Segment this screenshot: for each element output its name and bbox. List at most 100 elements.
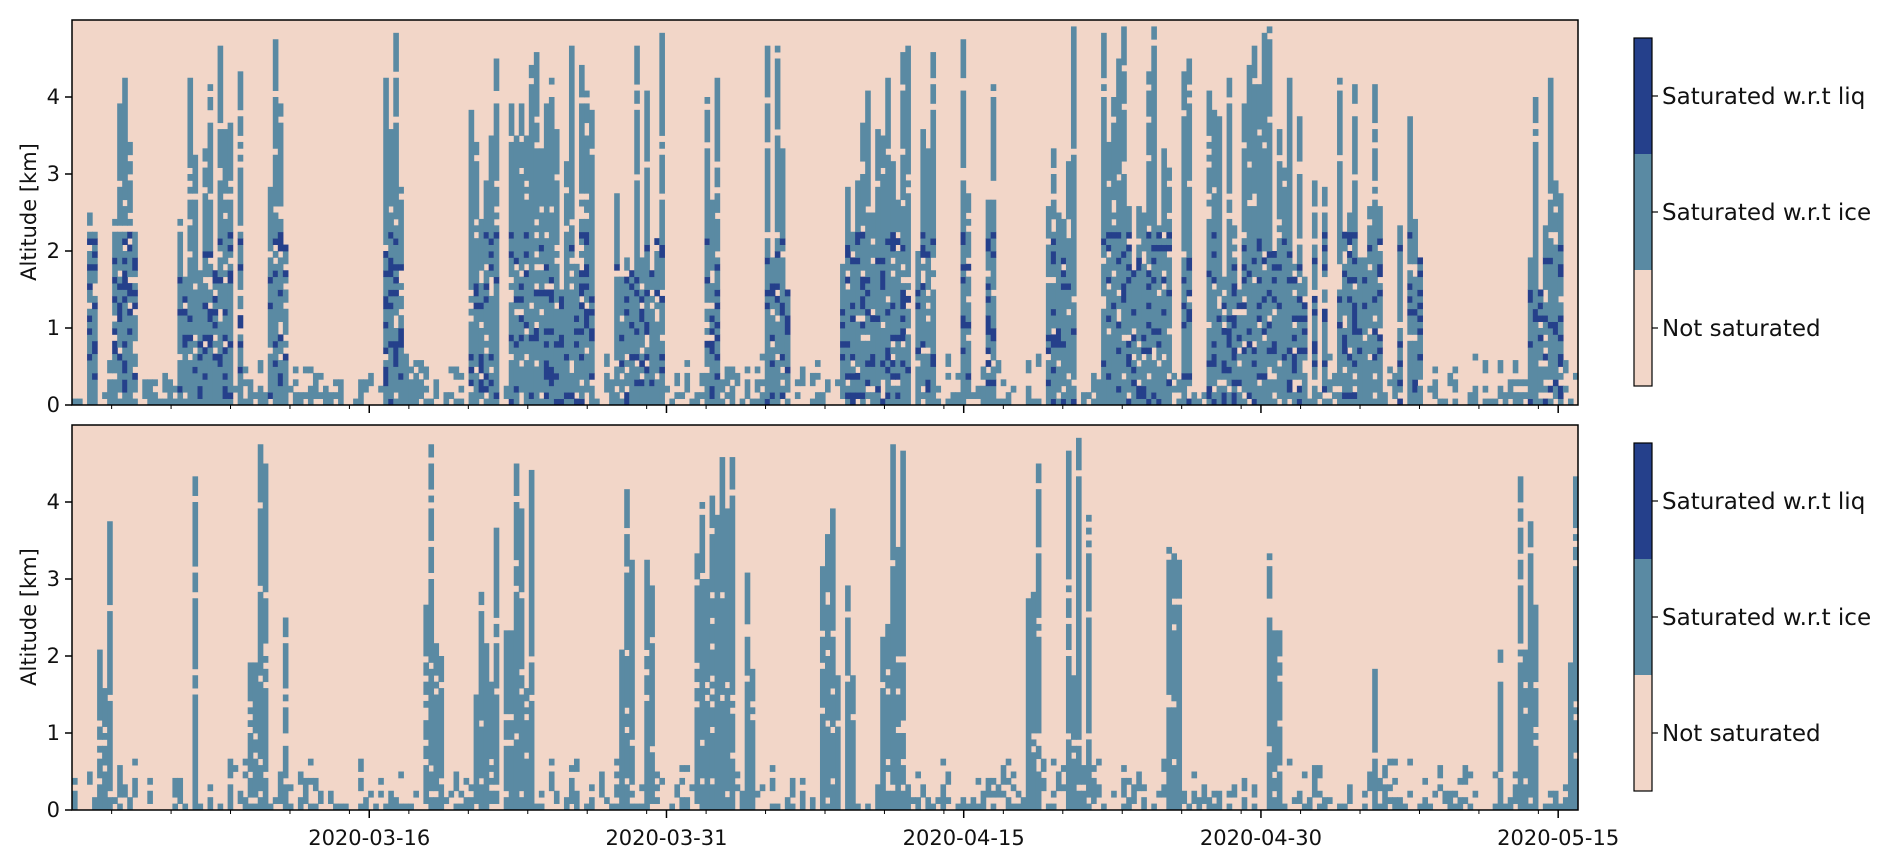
heatmap-cell xyxy=(1070,328,1077,335)
heatmap-cell xyxy=(649,308,655,380)
heatmap-cell xyxy=(1377,289,1383,297)
heatmap-cell xyxy=(1367,360,1373,406)
heatmap-cell xyxy=(1552,334,1559,380)
heatmap-cell xyxy=(1377,295,1383,329)
heatmap-cell xyxy=(443,797,450,804)
heatmap-cell xyxy=(940,758,947,766)
heatmap-cell xyxy=(538,148,545,207)
heatmap-cell xyxy=(900,662,906,721)
heatmap-cell xyxy=(1572,758,1579,811)
heatmap-cell xyxy=(1146,353,1152,374)
heatmap-cell xyxy=(493,790,500,804)
heatmap-cell xyxy=(1035,745,1042,760)
heatmap-cell xyxy=(1020,797,1027,811)
heatmap-cell xyxy=(1537,302,1544,310)
heatmap-cell xyxy=(1347,295,1353,303)
heatmap-cell xyxy=(1301,771,1308,779)
heatmap-cell xyxy=(1126,283,1132,335)
heatmap-cell xyxy=(1101,360,1107,367)
heatmap-cell xyxy=(132,270,138,278)
heatmap-cell xyxy=(1246,206,1253,271)
heatmap-cell xyxy=(1101,803,1107,811)
heatmap-cell xyxy=(323,385,329,406)
heatmap-cell xyxy=(1291,392,1298,406)
heatmap-cell xyxy=(965,302,972,322)
heatmap-cell xyxy=(272,276,279,342)
heatmap-cell xyxy=(1482,360,1489,374)
heatmap-cell xyxy=(468,372,475,380)
heatmap-cell xyxy=(1126,398,1132,406)
heatmap-cell xyxy=(699,502,706,509)
heatmap-cell xyxy=(1342,392,1348,399)
heatmap-cell xyxy=(1467,771,1474,779)
heatmap-cell xyxy=(563,193,570,226)
heatmap-cell xyxy=(729,758,736,811)
heatmap-cell xyxy=(1417,295,1423,303)
heatmap-cell xyxy=(865,360,871,367)
heatmap-cell xyxy=(232,385,239,393)
heatmap-cell xyxy=(1101,238,1107,245)
heatmap-cell xyxy=(1251,206,1258,258)
heatmap-cell xyxy=(719,457,726,593)
heatmap-cell xyxy=(850,353,856,361)
heatmap-cell xyxy=(192,154,199,194)
heatmap-cell xyxy=(227,199,234,233)
heatmap-cell xyxy=(1286,347,1293,355)
heatmap-cell xyxy=(227,270,234,284)
heatmap-cell xyxy=(1106,141,1112,181)
heatmap-cell xyxy=(222,315,229,335)
heatmap-cell xyxy=(624,302,630,310)
heatmap-cell xyxy=(845,617,851,676)
heatmap-cell xyxy=(764,302,771,310)
heatmap-cell xyxy=(1211,251,1218,258)
heatmap-cell xyxy=(870,315,876,322)
heatmap-cell xyxy=(764,103,771,143)
heatmap-cell xyxy=(1226,321,1233,329)
heatmap-cell xyxy=(925,321,932,348)
heatmap-cell xyxy=(739,398,746,406)
heatmap-cell xyxy=(192,694,199,811)
heatmap-cell xyxy=(217,353,224,367)
heatmap-cell xyxy=(212,353,219,361)
heatmap-cell xyxy=(1181,116,1188,252)
heatmap-cell xyxy=(875,129,881,181)
heatmap-cell xyxy=(584,283,590,290)
heatmap-cell xyxy=(282,244,289,252)
heatmap-cell xyxy=(744,572,751,625)
heatmap-cell xyxy=(543,103,550,233)
heatmap-cell xyxy=(945,398,952,406)
heatmap-cell xyxy=(1076,745,1082,785)
heatmap-cell xyxy=(127,161,133,175)
heatmap-cell xyxy=(523,688,530,702)
heatmap-cell xyxy=(177,315,184,355)
heatmap-cell xyxy=(995,784,1002,798)
heatmap-cell xyxy=(1337,302,1343,322)
heatmap-cell xyxy=(383,270,389,278)
heatmap-cell xyxy=(784,797,791,811)
heatmap-cell xyxy=(1412,340,1418,380)
heatmap-cell xyxy=(1236,353,1243,361)
top-y-axis-label: Altitude [km] xyxy=(17,143,41,281)
heatmap-cell xyxy=(714,270,721,290)
heatmap-cell xyxy=(1241,353,1248,393)
heatmap-cell xyxy=(478,308,485,322)
heatmap-cell xyxy=(1186,302,1193,310)
heatmap-cell xyxy=(388,129,394,207)
heatmap-cell xyxy=(699,514,706,573)
heatmap-cell xyxy=(553,340,560,348)
heatmap-cell xyxy=(207,797,214,811)
heatmap-cell xyxy=(1321,231,1328,239)
heatmap-cell xyxy=(227,186,234,194)
heatmap-cell xyxy=(659,302,665,335)
heatmap-cell xyxy=(1552,385,1559,399)
heatmap-cell xyxy=(960,797,967,811)
heatmap-cell xyxy=(1060,218,1067,258)
heatmap-cell xyxy=(1357,353,1363,406)
heatmap-cell xyxy=(548,97,555,207)
heatmap-cell xyxy=(1060,289,1067,342)
heatmap-cell xyxy=(383,347,389,355)
heatmap-cell xyxy=(1226,803,1233,811)
heatmap-cell xyxy=(639,353,645,361)
heatmap-cell xyxy=(1106,379,1112,406)
heatmap-cell xyxy=(905,366,911,374)
